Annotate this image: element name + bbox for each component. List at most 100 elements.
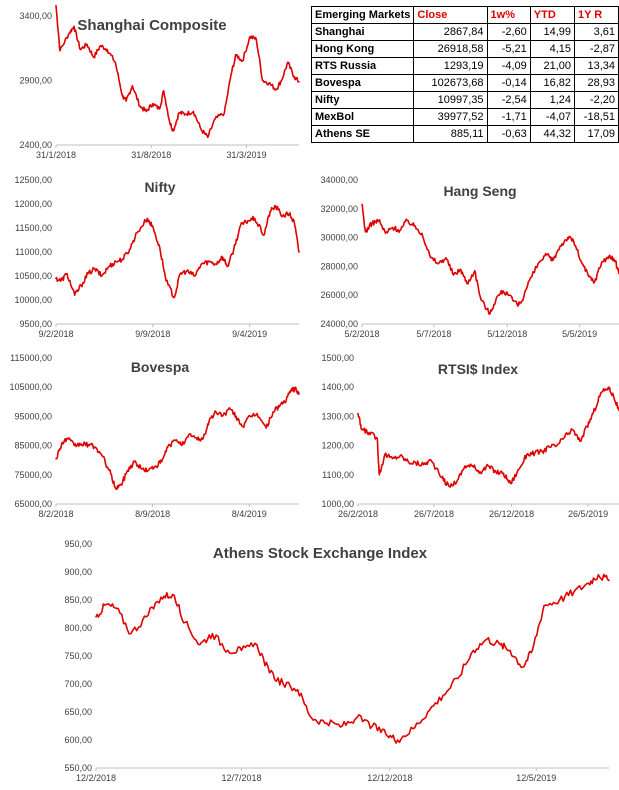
y-tick-label: 750,00 bbox=[64, 651, 92, 661]
y-tick-label: 24000,00 bbox=[320, 319, 358, 329]
row-1w: -2,60 bbox=[486, 23, 531, 41]
row-name: Athens SE bbox=[310, 125, 415, 143]
x-tick-label: 5/7/2018 bbox=[416, 329, 451, 339]
table-row: Shanghai 2867,84 -2,60 14,99 3,61 bbox=[310, 23, 619, 41]
table-title: Emerging Markets bbox=[310, 6, 415, 24]
row-close: 885,11 bbox=[413, 125, 488, 143]
y-tick-label: 600,00 bbox=[64, 735, 92, 745]
row-ytd: 16,82 bbox=[529, 74, 576, 92]
y-tick-label: 650,00 bbox=[64, 707, 92, 717]
x-tick-label: 5/12/2018 bbox=[487, 329, 527, 339]
x-tick-label: 31/1/2018 bbox=[36, 150, 76, 160]
table-row: MexBol 39977,52 -1,71 -4,07 -18,51 bbox=[310, 108, 619, 126]
row-1y-return: 28,93 bbox=[574, 74, 619, 92]
y-tick-label: 1300,00 bbox=[321, 411, 354, 421]
row-name: Shanghai bbox=[310, 23, 415, 41]
x-tick-label: 8/2/2018 bbox=[38, 509, 73, 519]
y-tick-label: 700,00 bbox=[64, 679, 92, 689]
row-1w: -5,21 bbox=[486, 40, 531, 58]
x-tick-label: 26/7/2018 bbox=[414, 509, 454, 519]
y-tick-label: 30000,00 bbox=[320, 233, 358, 243]
y-tick-label: 800,00 bbox=[64, 623, 92, 633]
table-row: RTS Russia 1293,19 -4,09 21,00 13,34 bbox=[310, 57, 619, 75]
row-ytd: 1,24 bbox=[529, 91, 576, 109]
row-ytd: 21,00 bbox=[529, 57, 576, 75]
row-1y-return: 17,09 bbox=[574, 125, 619, 143]
chart-rtsi-index: 1000,00 1100,00 1200,00 1300,00 1400,00 1500,… bbox=[310, 352, 619, 530]
table-row: Bovespa 102673,68 -0,14 16,82 28,93 bbox=[310, 74, 619, 92]
x-tick-label: 5/2/2018 bbox=[344, 329, 379, 339]
y-tick-label: 950,00 bbox=[64, 539, 92, 549]
row-1y-return: -2,20 bbox=[574, 91, 619, 109]
series-line bbox=[55, 204, 300, 299]
chart-shanghai: 2400,00 2900,00 3400,00 31/1/2018 31/8/2018 3… bbox=[0, 4, 305, 169]
row-ytd: 44,32 bbox=[529, 125, 576, 143]
row-ytd: 4,15 bbox=[529, 40, 576, 58]
chart-svg: 1000,00 1100,00 1200,00 1300,00 1400,00 1500,… bbox=[321, 353, 619, 519]
x-tick-label: 12/12/2018 bbox=[367, 773, 412, 783]
chart-nifty: 9500,00 10000,00 10500,00 11000,00 11500,00 1… bbox=[0, 174, 305, 350]
y-tick-label: 34000,00 bbox=[320, 175, 358, 185]
chart-title: RTSI$ Index bbox=[438, 361, 518, 377]
series-line bbox=[95, 573, 610, 744]
y-tick-label: 85000,00 bbox=[14, 441, 52, 451]
row-ytd: 14,99 bbox=[529, 23, 576, 41]
y-tick-label: 900,00 bbox=[64, 567, 92, 577]
y-tick-label: 1500,00 bbox=[321, 353, 354, 363]
row-1y-return: 13,34 bbox=[574, 57, 619, 75]
y-tick-label: 95000,00 bbox=[14, 411, 52, 421]
y-tick-label: 1400,00 bbox=[321, 382, 354, 392]
y-tick-label: 2400,00 bbox=[19, 140, 52, 150]
series-line bbox=[55, 386, 300, 491]
y-tick-label: 1200,00 bbox=[321, 441, 354, 451]
y-tick-label: 3400,00 bbox=[19, 11, 52, 21]
row-1w: -0,63 bbox=[486, 125, 531, 143]
y-tick-label: 65000,00 bbox=[14, 499, 52, 509]
x-tick-label: 12/5/2019 bbox=[516, 773, 556, 783]
chart-title: Shanghai Composite bbox=[77, 17, 226, 34]
y-tick-label: 9500,00 bbox=[19, 319, 52, 329]
x-tick-label: 12/2/2018 bbox=[76, 773, 116, 783]
x-tick-label: 26/2/2018 bbox=[338, 509, 378, 519]
y-tick-label: 105000,00 bbox=[9, 382, 52, 392]
x-tick-label: 8/9/2018 bbox=[135, 509, 170, 519]
y-tick-label: 10500,00 bbox=[14, 271, 52, 281]
chart-svg: 2400,00 2900,00 3400,00 31/1/2018 31/8/2018 3… bbox=[19, 4, 300, 160]
series-line bbox=[55, 4, 300, 139]
chart-title: Hang Seng bbox=[443, 183, 516, 199]
chart-svg: 550,00 600,00 650,00 700,00 750,00 800,00 850,… bbox=[64, 539, 610, 783]
x-tick-label: 26/12/2018 bbox=[489, 509, 534, 519]
x-tick-label: 5/5/2019 bbox=[562, 329, 597, 339]
header-ytd: YTD bbox=[529, 6, 576, 24]
chart-svg: 65000,00 75000,00 85000,00 95000,00 105000,0… bbox=[9, 353, 300, 519]
y-tick-label: 11000,00 bbox=[15, 247, 52, 257]
row-1w: -4,09 bbox=[486, 57, 531, 75]
chart-title: Bovespa bbox=[131, 359, 190, 375]
x-tick-label: 9/4/2019 bbox=[232, 329, 267, 339]
series-line bbox=[357, 386, 619, 488]
y-tick-label: 115000,00 bbox=[10, 353, 52, 363]
y-tick-label: 75000,00 bbox=[14, 470, 52, 480]
row-name: Nifty bbox=[310, 91, 415, 109]
x-tick-label: 31/3/2019 bbox=[226, 150, 266, 160]
row-close: 26918,58 bbox=[413, 40, 488, 58]
y-tick-label: 32000,00 bbox=[320, 204, 358, 214]
y-tick-label: 1000,00 bbox=[321, 499, 354, 509]
x-tick-label: 31/8/2018 bbox=[131, 150, 171, 160]
row-name: MexBol bbox=[310, 108, 415, 126]
x-tick-label: 9/9/2018 bbox=[135, 329, 170, 339]
row-name: Bovespa bbox=[310, 74, 415, 92]
y-tick-label: 26000,00 bbox=[320, 290, 358, 300]
y-tick-label: 12000,00 bbox=[14, 199, 52, 209]
row-close: 10997,35 bbox=[413, 91, 488, 109]
y-tick-label: 550,00 bbox=[64, 763, 92, 773]
table-row: Hong Kong 26918,58 -5,21 4,15 -2,87 bbox=[310, 40, 619, 58]
chart-svg: 24000,00 26000,00 28000,00 30000,00 32000,00… bbox=[320, 175, 619, 339]
y-tick-label: 11500,00 bbox=[15, 223, 52, 233]
row-1w: -1,71 bbox=[486, 108, 531, 126]
y-tick-label: 28000,00 bbox=[320, 261, 358, 271]
chart-title: Nifty bbox=[144, 179, 175, 195]
row-1w: -2,54 bbox=[486, 91, 531, 109]
chart-hang-seng: 24000,00 26000,00 28000,00 30000,00 32000,00… bbox=[310, 174, 619, 350]
row-1y-return: 3,61 bbox=[574, 23, 619, 41]
